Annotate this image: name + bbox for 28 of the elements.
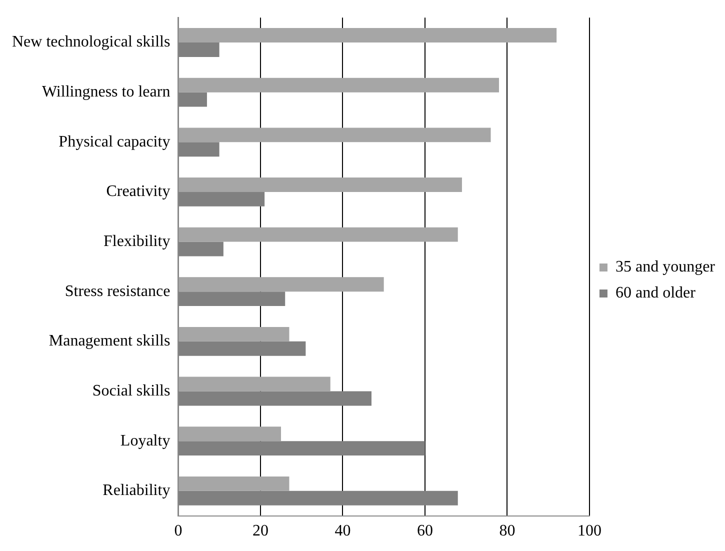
x-tick-label: 60 <box>416 522 433 540</box>
y-tick-label: Reliability <box>102 482 170 500</box>
bar <box>178 476 290 491</box>
legend-label: 60 and older <box>615 284 696 302</box>
bar <box>178 227 458 242</box>
bar <box>178 277 384 292</box>
y-tick-label: Management skills <box>48 332 170 350</box>
x-tick-label: 80 <box>499 522 516 540</box>
bar <box>178 426 282 442</box>
bar <box>178 326 290 342</box>
bar <box>178 128 491 142</box>
y-tick-label: Physical capacity <box>58 133 170 150</box>
y-tick-label: Social skills <box>92 382 170 400</box>
legend-label: 35 and younger <box>615 258 716 276</box>
bar <box>178 376 330 392</box>
bar <box>178 28 557 43</box>
y-tick-label: Creativity <box>106 183 170 200</box>
bar <box>178 78 499 92</box>
y-tick-label: Loyalty <box>120 432 170 450</box>
y-tick-label: Willingness to learn <box>42 84 170 101</box>
y-tick-label: New technological skills <box>12 34 170 51</box>
x-tick-label: 0 <box>174 522 182 540</box>
bar <box>178 178 462 192</box>
x-tick-label: 100 <box>577 522 602 540</box>
y-tick-label: Flexibility <box>104 232 170 250</box>
y-tick-label: Stress resistance <box>64 282 170 300</box>
x-tick-label: 20 <box>252 522 268 540</box>
x-tick-label: 40 <box>334 522 351 540</box>
